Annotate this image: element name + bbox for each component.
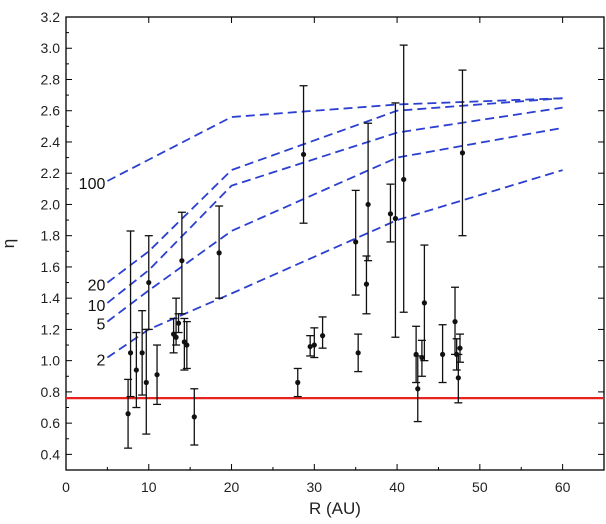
model-curve-20 [106, 97, 563, 284]
data-point [355, 350, 361, 356]
data-point [415, 386, 421, 392]
y-axis-label: η [0, 239, 18, 248]
data-point [300, 151, 307, 158]
x-tick-label: 10 [141, 479, 157, 495]
curve-labels: 100 20 10 5 2 [79, 176, 106, 370]
data-point [392, 215, 399, 222]
data-point [154, 372, 160, 378]
data-point [175, 320, 182, 326]
x-axis-ticks: 0 10 20 30 40 50 60 [62, 17, 571, 495]
data-point [459, 150, 466, 156]
y-axis-ticks: 0.4 0.6 0.8 1.0 1.2 1.4 1.6 1.8 2.0 2.2 2.4 2.6 2.8 3… [41, 9, 604, 462]
data-point [191, 414, 197, 420]
curve-label-2: 2 [96, 353, 105, 370]
x-tick-label: 30 [307, 479, 323, 495]
y-tick-label: 1.8 [41, 228, 61, 244]
data-point [440, 351, 446, 358]
model-curve-100 [106, 97, 563, 182]
data-point [419, 354, 425, 361]
data-point [353, 239, 359, 245]
x-tick-label: 50 [472, 479, 488, 495]
data-points [124, 44, 467, 449]
y-tick-label: 0.8 [41, 384, 61, 400]
data-point [421, 300, 427, 306]
data-point [452, 319, 458, 325]
data-point [179, 258, 185, 264]
data-point [319, 333, 326, 339]
data-point [184, 342, 190, 348]
curve-label-5: 5 [96, 317, 105, 334]
data-point [216, 250, 222, 256]
model-curve-5 [106, 127, 563, 323]
y-tick-label: 2.6 [41, 103, 61, 119]
x-tick-label: 20 [224, 479, 240, 495]
curve-label-10: 10 [88, 298, 106, 315]
y-tick-label: 2.2 [41, 165, 61, 181]
data-point [127, 350, 134, 356]
y-tick-label: 1.6 [41, 259, 61, 275]
curve-label-100: 100 [79, 176, 106, 193]
data-point [173, 334, 179, 340]
data-point [139, 350, 145, 356]
data-point [143, 379, 149, 386]
data-point [455, 375, 461, 381]
y-tick-label: 2.8 [41, 71, 61, 87]
data-point [133, 367, 139, 373]
y-tick-label: 2.0 [41, 196, 61, 212]
data-point [365, 201, 371, 208]
x-tick-label: 60 [555, 479, 571, 495]
y-tick-label: 3.0 [41, 40, 61, 56]
plot-border [65, 16, 605, 471]
data-point [146, 279, 152, 286]
y-tick-label: 1.0 [41, 353, 61, 369]
model-curves [106, 97, 563, 359]
x-tick-label: 0 [62, 479, 70, 495]
y-tick-label: 3.2 [41, 9, 61, 25]
x-axis-label: R (AU) [309, 499, 361, 518]
data-point [387, 211, 394, 217]
model-curve-10 [106, 106, 563, 304]
y-tick-label: 2.4 [41, 134, 61, 150]
data-point [307, 343, 313, 350]
data-point [311, 342, 317, 348]
data-point [295, 379, 301, 386]
model-curve-2 [106, 169, 563, 359]
data-point [401, 176, 407, 183]
plot-frame [65, 16, 605, 471]
data-point [125, 411, 131, 417]
data-point [457, 345, 463, 351]
y-tick-label: 0.6 [41, 415, 61, 431]
curve-label-20: 20 [88, 278, 106, 295]
x-tick-label: 40 [389, 479, 405, 495]
y-tick-label: 1.4 [41, 290, 61, 306]
y-tick-label: 0.4 [41, 446, 61, 462]
y-tick-label: 1.2 [41, 321, 61, 337]
data-point [363, 281, 370, 287]
